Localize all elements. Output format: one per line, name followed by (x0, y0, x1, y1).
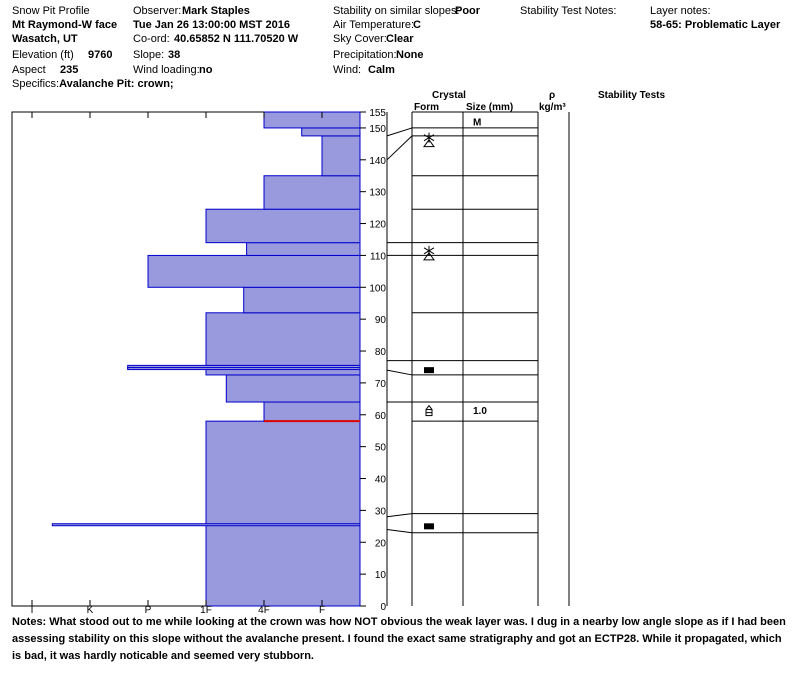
height-tick-label: 100 (369, 283, 386, 294)
air-temp-label: Air Temperature: (333, 19, 415, 31)
thin-layer-line (127, 367, 361, 371)
height-tick-label: 20 (375, 538, 387, 549)
grain-size-label: M (473, 118, 481, 129)
wind-loading-value: no (199, 64, 213, 76)
height-tick-label: 50 (375, 443, 387, 454)
chart-frame (11, 111, 570, 607)
specifics-value: Avalanche Pit: crown; (59, 78, 174, 90)
region: Wasatch, UT (12, 33, 78, 45)
hardness-bar (263, 401, 361, 422)
hardness-tick-label: K (87, 605, 94, 614)
height-tick-label: 70 (375, 379, 387, 390)
thin-layer-line (51, 523, 361, 527)
crystal-columns: Crystal Form Size (mm) ρ kg/m³ Stability… (414, 90, 665, 113)
hardness-bar (263, 111, 361, 129)
aspect-label: Aspect (12, 64, 46, 76)
height-axis: 0 10 20 30 40 50 60 70 80 90 100 110 120 130 140 150 155 (360, 108, 386, 613)
layer-connector (386, 513, 413, 518)
layer-notes-value: 58-65: Problematic Layer (650, 19, 781, 31)
height-tick-label: 40 (375, 475, 387, 486)
height-tick-label: 155 (369, 108, 386, 119)
hardness-bar (263, 175, 361, 210)
hardness-tick-label: 1F (200, 605, 212, 614)
hardness-bar (243, 286, 361, 314)
stability-tests-header: Stability Tests (598, 90, 665, 101)
air-temp-value: C (413, 19, 421, 31)
stability-test-notes-label: Stability Test Notes: (520, 5, 617, 17)
layer-connector (386, 369, 413, 376)
height-tick-label: 10 (375, 570, 387, 581)
hardness-bar (225, 374, 361, 403)
elevation-value: 9760 (88, 49, 113, 61)
form-header: Form (414, 102, 439, 113)
decomposing-fragments-icon (423, 245, 435, 261)
hardness-bar (301, 127, 361, 137)
hardness-bar (205, 312, 361, 366)
layer-connector (386, 127, 413, 137)
hardness-tick-label: 4F (258, 605, 270, 614)
height-tick-label: 150 (369, 124, 386, 135)
hardness-tick-label: P (145, 605, 152, 614)
specifics-line: Specifics:Avalanche Pit: crown; (12, 78, 174, 91)
coord-label: Co-ord: (133, 33, 170, 45)
precip-value: None (396, 49, 424, 61)
layer-boundaries (386, 111, 538, 534)
height-tick-label: 140 (369, 156, 386, 167)
notes: Notes: What stood out to me while lookin… (12, 614, 792, 665)
stability-similar-value: Poor (455, 5, 481, 17)
elevation-label: Elevation (ft) (12, 49, 74, 61)
hardness-bar (321, 135, 361, 177)
hardness-axis: I K P 1F 4F F (31, 112, 325, 614)
grain-size-label: 1.0 (473, 406, 487, 417)
coord-value: 40.65852 N 111.70520 W (174, 33, 299, 45)
wind-loading-label: Wind loading: (133, 64, 200, 76)
melt-freeze-crust-icon (424, 367, 434, 374)
height-tick-label: 90 (375, 315, 387, 326)
height-tick-label: 0 (380, 602, 386, 613)
height-tick-label: 130 (369, 188, 386, 199)
height-tick-label: 60 (375, 411, 387, 422)
notes-text: What stood out to me while looking at th… (12, 616, 786, 662)
stability-similar-label: Stability on similar slopes: (333, 5, 460, 17)
observer-label: Observer: (133, 5, 182, 17)
slope-value: 38 (168, 49, 181, 61)
size-header: Size (mm) (466, 102, 513, 113)
crystal-header: Crystal (432, 90, 466, 101)
observer-value: Mark Staples (182, 5, 250, 17)
crystal-markers: M 1.0 (423, 118, 487, 530)
notes-label: Notes: (12, 616, 47, 628)
wind-label: Wind: (333, 64, 362, 76)
sky-cover-value: Clear (386, 33, 414, 45)
slope-label: Slope: (133, 49, 165, 61)
height-tick-label: 110 (370, 251, 386, 262)
depth-hoar-icon (425, 404, 433, 417)
wind-value: Calm (368, 64, 395, 76)
density-symbol: ρ (549, 90, 555, 101)
sky-cover-label: Sky Cover: (333, 33, 387, 45)
title: Snow Pit Profile (12, 5, 90, 17)
layer-notes-label: Layer notes: (650, 5, 711, 17)
hardness-bars (51, 111, 361, 607)
location: Mt Raymond-W face (12, 19, 118, 31)
melt-freeze-crust-icon (424, 523, 434, 530)
hardness-bar (246, 242, 361, 256)
decomposing-fragments-icon (423, 132, 435, 148)
hardness-tick-label: F (319, 605, 325, 614)
hardness-bar (147, 254, 361, 288)
precip-label: Precipitation: (333, 49, 397, 61)
height-tick-label: 80 (375, 347, 387, 358)
aspect-value: 235 (60, 64, 79, 76)
layer-connector (386, 529, 413, 534)
hardness-bar (205, 420, 361, 607)
layer-connector (386, 135, 413, 161)
height-tick-label: 120 (369, 220, 386, 231)
snow-profile-chart: I K P 1F 4F F 0 10 20 30 40 50 60 70 80 90 100 110 120 130… (11, 90, 665, 614)
height-tick-label: 30 (375, 506, 387, 517)
density-unit: kg/m³ (539, 102, 566, 113)
datetime: Tue Jan 26 13:00:00 MST 2016 (133, 19, 290, 31)
hardness-tick-label: I (31, 605, 34, 614)
specifics-label: Specifics: (12, 78, 60, 90)
hardness-bar (205, 208, 361, 244)
